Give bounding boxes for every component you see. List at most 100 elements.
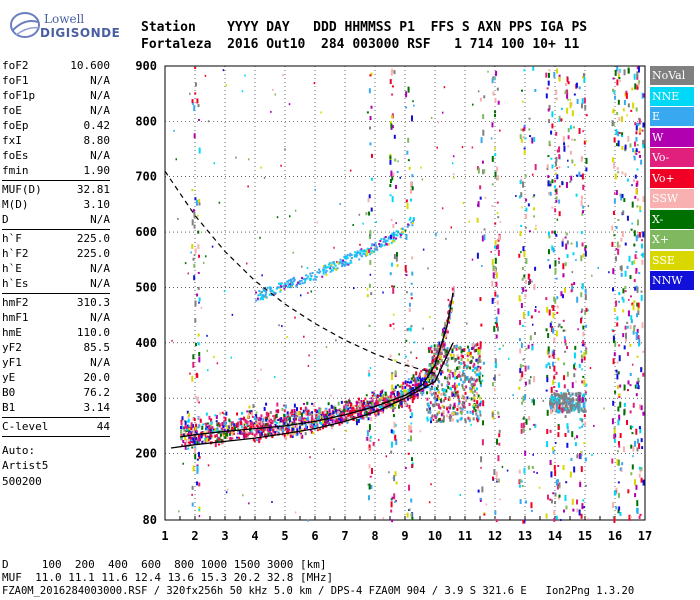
- echo-point: [629, 343, 632, 347]
- echo-point: [389, 159, 392, 165]
- echo-point: [419, 430, 422, 433]
- echo-point: [265, 423, 268, 427]
- echo-point: [368, 373, 371, 377]
- echo-point: [411, 399, 414, 404]
- echo-point: [400, 390, 403, 393]
- echo-point: [622, 108, 625, 112]
- echo-point: [209, 426, 212, 431]
- echo-point: [617, 459, 620, 466]
- echo-point: [260, 414, 263, 418]
- parameter-row-foe: foE N/A: [2, 103, 110, 118]
- echo-point: [427, 410, 430, 414]
- echo-point: [288, 103, 291, 106]
- echo-point: [633, 230, 636, 237]
- echo-point: [550, 320, 553, 323]
- echo-point: [632, 330, 635, 335]
- echo-point: [465, 385, 468, 389]
- echo-point: [587, 517, 589, 520]
- echo-point: [276, 286, 279, 289]
- echo-point: [633, 260, 636, 265]
- echo-point: [627, 380, 630, 385]
- echo-point: [374, 403, 377, 407]
- echo-point: [220, 431, 223, 435]
- echo-point: [471, 368, 474, 372]
- echo-point: [259, 424, 262, 427]
- echo-point: [481, 379, 484, 382]
- echo-point: [518, 295, 521, 302]
- echo-point: [241, 411, 244, 415]
- echo-point: [389, 155, 392, 160]
- echo-point: [195, 436, 198, 440]
- echo-point: [638, 343, 641, 347]
- echo-point: [395, 256, 398, 262]
- echo-point: [187, 429, 190, 432]
- echo-point: [198, 254, 201, 258]
- echo-point: [319, 407, 322, 410]
- echo-point: [425, 368, 428, 371]
- echo-point: [405, 383, 408, 387]
- echo-point: [642, 122, 645, 128]
- echo-point: [368, 483, 371, 490]
- echo-point: [566, 240, 569, 245]
- echo-point: [584, 421, 587, 426]
- parameter-value: N/A: [90, 74, 110, 87]
- echo-point: [368, 88, 371, 94]
- echo-point: [428, 371, 431, 375]
- echo-point: [215, 434, 218, 438]
- echo-point: [632, 179, 635, 183]
- echo-point: [198, 515, 201, 518]
- echo-point: [621, 462, 624, 466]
- echo-point: [405, 199, 408, 203]
- echo-point: [340, 410, 343, 414]
- echo-point: [283, 283, 286, 286]
- echo-point: [369, 407, 372, 411]
- echo-point: [623, 69, 626, 76]
- logo-text-lowell: Lowell: [44, 12, 85, 26]
- echo-point: [180, 432, 183, 437]
- echo-point: [464, 420, 467, 424]
- echo-point: [633, 279, 636, 283]
- echo-point: [339, 258, 342, 261]
- echo-point: [638, 466, 641, 470]
- echo-point: [434, 374, 437, 378]
- parameter-value: 44: [96, 420, 110, 433]
- echo-point: [430, 392, 433, 396]
- echo-point: [355, 255, 358, 258]
- echo-point: [546, 409, 549, 416]
- echo-point: [304, 432, 307, 436]
- echo-point: [617, 371, 620, 375]
- echo-point: [573, 362, 576, 365]
- echo-point: [569, 98, 571, 101]
- echo-point: [614, 95, 617, 100]
- echo-point: [621, 296, 624, 300]
- echo-point: [415, 392, 418, 397]
- echo-point: [230, 439, 233, 442]
- echo-point: [534, 305, 537, 308]
- echo-point: [273, 417, 276, 422]
- echo-point: [399, 236, 402, 239]
- echo-point: [207, 427, 210, 430]
- echo-point: [187, 418, 190, 423]
- echo-point: [571, 138, 574, 141]
- echo-point: [554, 179, 557, 182]
- echo-point: [578, 171, 581, 177]
- echo-point: [555, 405, 558, 409]
- echo-point: [234, 426, 237, 431]
- echo-point: [639, 469, 642, 473]
- echo-point: [346, 256, 349, 259]
- echo-point: [548, 104, 551, 110]
- echo-point: [571, 392, 574, 396]
- echo-point: [495, 316, 498, 323]
- echo-point: [258, 416, 261, 421]
- echo-point: [218, 423, 221, 428]
- echo-point: [327, 414, 330, 417]
- echo-point: [451, 412, 454, 416]
- echo-point: [582, 375, 585, 378]
- echo-point: [635, 393, 638, 397]
- echo-point: [637, 307, 640, 311]
- echo-point: [348, 262, 351, 265]
- echo-point: [553, 392, 556, 396]
- echo-point: [528, 117, 531, 120]
- parameter-value: 310.3: [76, 296, 110, 309]
- echo-point: [220, 427, 223, 432]
